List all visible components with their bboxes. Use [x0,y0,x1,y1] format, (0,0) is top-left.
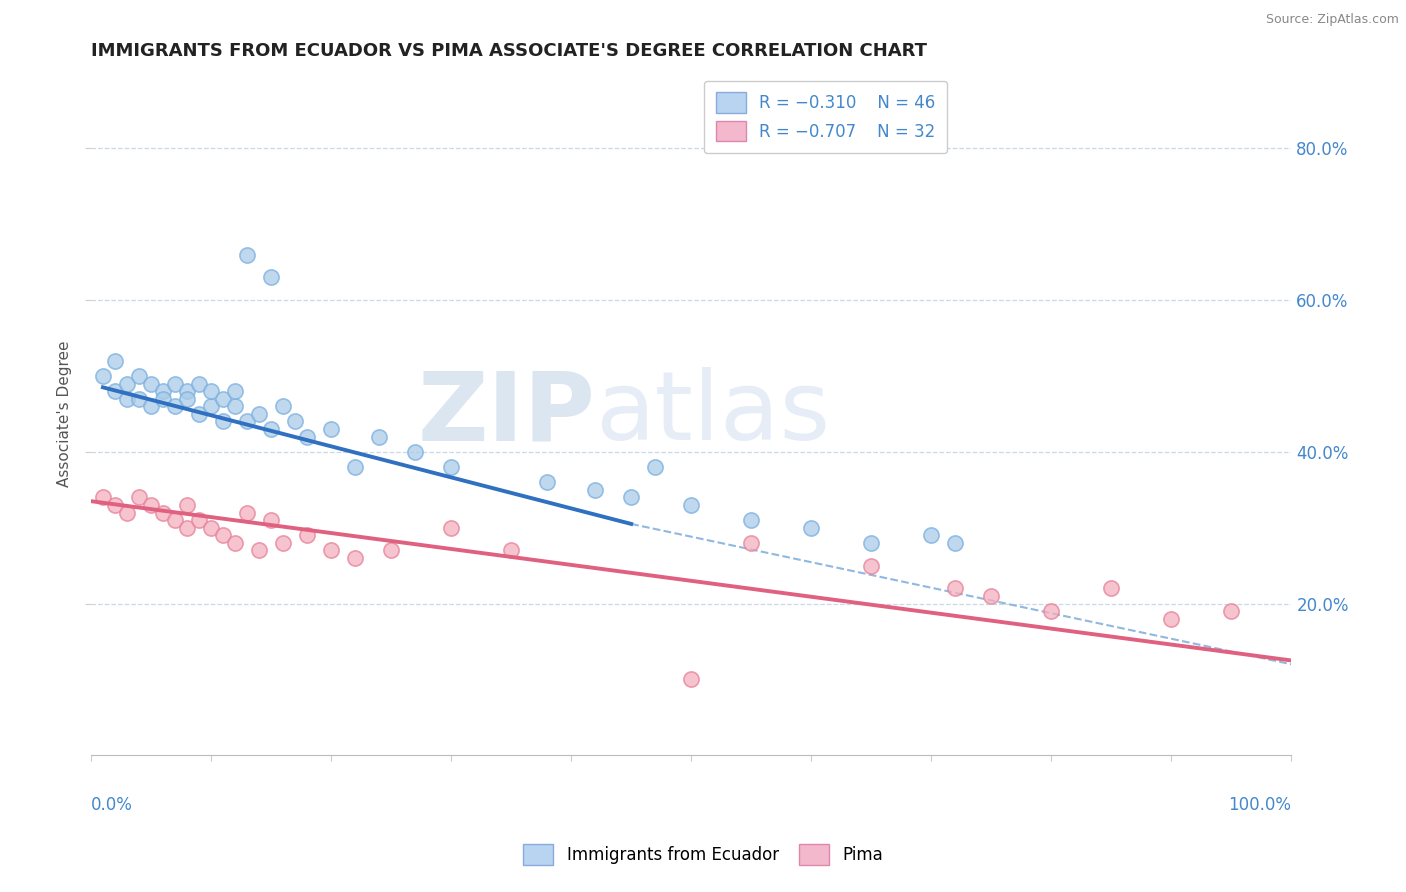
Point [236,247,259,261]
Point [104,498,127,512]
Legend: R = −0.310    N = 46, R = −0.707    N = 32: R = −0.310 N = 46, R = −0.707 N = 32 [704,81,948,153]
Point [188,407,211,421]
Point [1099,582,1122,596]
Point [224,399,246,413]
Point [319,422,342,436]
Point [236,415,259,429]
Point [920,528,942,542]
Point [271,536,294,550]
Point [139,399,162,413]
Point [152,384,174,398]
Point [176,384,198,398]
Point [404,445,426,459]
Point [583,483,606,497]
Point [260,513,283,527]
Point [128,491,150,505]
Legend: Immigrants from Ecuador, Pima: Immigrants from Ecuador, Pima [513,834,893,875]
Text: atlas: atlas [595,368,831,460]
Point [115,392,138,406]
Point [440,521,463,535]
Point [620,491,643,505]
Point [91,368,114,383]
Point [224,384,246,398]
Point [501,543,523,558]
Point [128,392,150,406]
Point [128,368,150,383]
Point [344,460,367,475]
Point [860,558,883,573]
Point [247,407,270,421]
Text: IMMIGRANTS FROM ECUADOR VS PIMA ASSOCIATE'S DEGREE CORRELATION CHART: IMMIGRANTS FROM ECUADOR VS PIMA ASSOCIAT… [91,42,927,60]
Point [980,589,1002,603]
Point [1220,604,1243,618]
Point [188,513,211,527]
Point [104,384,127,398]
Point [943,582,966,596]
Text: 100.0%: 100.0% [1229,797,1292,814]
Point [163,399,186,413]
Point [139,498,162,512]
Point [152,392,174,406]
Point [295,430,318,444]
Point [1160,612,1182,626]
Point [236,506,259,520]
Text: ZIP: ZIP [418,368,595,460]
Point [644,460,666,475]
Point [188,376,211,391]
Point [260,270,283,285]
Point [860,536,883,550]
Text: Source: ZipAtlas.com: Source: ZipAtlas.com [1265,13,1399,27]
Point [284,415,307,429]
Point [681,673,703,687]
Point [163,513,186,527]
Point [260,422,283,436]
Point [115,376,138,391]
Point [247,543,270,558]
Point [440,460,463,475]
Point [740,513,762,527]
Point [139,376,162,391]
Point [212,392,235,406]
Point [176,498,198,512]
Point [163,376,186,391]
Point [200,399,222,413]
Point [91,491,114,505]
Point [271,399,294,413]
Point [152,506,174,520]
Y-axis label: Associate's Degree: Associate's Degree [58,341,72,487]
Point [224,536,246,550]
Point [344,551,367,566]
Point [681,498,703,512]
Point [740,536,762,550]
Point [200,521,222,535]
Point [115,506,138,520]
Point [212,528,235,542]
Text: 0.0%: 0.0% [91,797,132,814]
Point [176,392,198,406]
Point [200,384,222,398]
Point [368,430,391,444]
Point [104,353,127,368]
Point [212,415,235,429]
Point [536,475,558,490]
Point [800,521,823,535]
Point [380,543,402,558]
Point [176,521,198,535]
Point [943,536,966,550]
Point [295,528,318,542]
Point [1040,604,1063,618]
Point [319,543,342,558]
